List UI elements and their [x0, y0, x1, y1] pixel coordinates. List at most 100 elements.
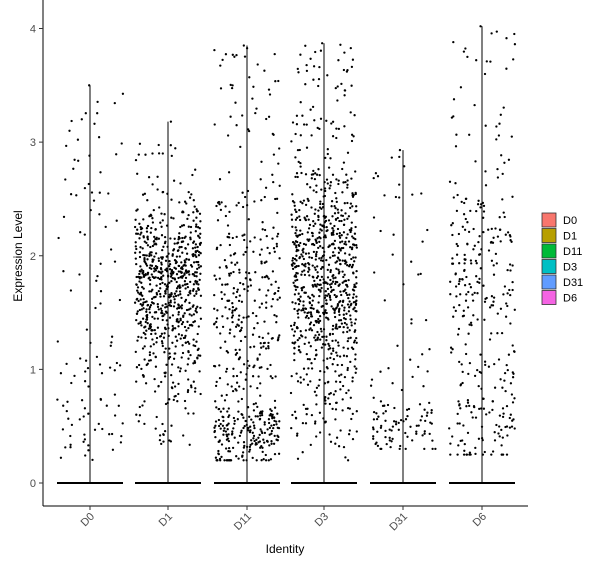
data-point: [95, 279, 98, 282]
data-point: [162, 245, 165, 248]
data-point: [258, 418, 261, 421]
data-point: [463, 442, 466, 446]
data-point: [317, 84, 320, 88]
data-point: [196, 305, 199, 308]
data-point: [313, 357, 316, 361]
data-point: [293, 293, 297, 296]
data-point: [267, 345, 270, 348]
data-point: [350, 417, 353, 421]
data-point: [404, 447, 407, 451]
data-point: [299, 165, 302, 168]
data-point: [113, 393, 117, 396]
data-point: [344, 212, 347, 215]
data-point: [331, 363, 334, 366]
data-point: [318, 431, 322, 434]
data-point: [456, 193, 459, 197]
data-point: [328, 332, 332, 336]
data-point: [235, 374, 239, 378]
data-point: [171, 341, 174, 344]
data-point: [313, 243, 316, 247]
data-point: [346, 179, 349, 182]
data-point: [355, 269, 358, 273]
data-point: [142, 297, 145, 301]
data-point: [305, 373, 308, 376]
data-point: [334, 327, 337, 330]
data-point: [417, 424, 420, 427]
data-point: [295, 123, 299, 126]
data-point: [134, 251, 137, 254]
data-point: [344, 456, 347, 459]
data-point: [317, 168, 320, 171]
data-point: [219, 346, 222, 349]
data-point: [294, 417, 298, 420]
data-point: [160, 212, 163, 215]
data-point: [303, 311, 306, 314]
data-point: [255, 107, 258, 110]
data-point: [173, 385, 177, 388]
data-point: [513, 308, 516, 311]
data-point: [168, 281, 171, 284]
data-point: [247, 128, 250, 131]
data-point: [293, 307, 296, 311]
data-point: [150, 226, 153, 230]
data-point: [252, 409, 256, 412]
data-point: [234, 353, 238, 356]
data-point: [94, 306, 97, 310]
data-point: [304, 265, 307, 268]
data-point: [477, 384, 480, 388]
data-point: [309, 321, 313, 324]
data-point: [232, 427, 235, 430]
data-point: [137, 420, 140, 423]
data-point: [194, 251, 197, 254]
data-point: [70, 119, 73, 123]
data-point: [336, 216, 339, 220]
data-point: [115, 153, 118, 156]
data-point: [187, 326, 190, 330]
data-point: [135, 275, 138, 279]
data-point: [308, 223, 312, 227]
data-point: [222, 415, 225, 419]
data-point: [228, 414, 231, 417]
data-point: [449, 442, 452, 445]
data-point: [87, 449, 90, 452]
data-point: [345, 70, 349, 73]
x-tick-label: D0: [79, 511, 97, 529]
data-point: [309, 108, 312, 111]
data-point: [337, 310, 341, 313]
data-point: [86, 366, 90, 370]
data-point: [475, 59, 478, 62]
data-point: [319, 237, 322, 240]
data-point: [304, 83, 307, 86]
data-point: [461, 277, 464, 281]
data-point: [347, 433, 351, 436]
data-point: [454, 285, 458, 288]
data-point: [302, 304, 305, 307]
data-point: [188, 342, 191, 345]
data-point: [463, 253, 466, 257]
data-point: [482, 210, 486, 213]
data-point: [143, 258, 146, 261]
data-point: [296, 338, 299, 342]
data-point: [312, 189, 315, 192]
data-point: [325, 258, 328, 262]
data-point: [137, 335, 140, 339]
data-point: [462, 424, 465, 427]
data-point: [298, 148, 301, 152]
data-point: [499, 307, 503, 310]
data-point: [329, 440, 333, 443]
data-point: [271, 270, 275, 273]
data-point: [309, 345, 312, 348]
data-point: [308, 358, 311, 361]
data-point: [194, 254, 197, 257]
data-point: [312, 295, 315, 298]
data-point: [490, 295, 494, 298]
data-point: [333, 205, 336, 208]
data-point: [225, 393, 228, 397]
data-point: [499, 240, 502, 243]
data-point: [219, 332, 222, 335]
data-point: [331, 275, 334, 278]
data-point: [290, 213, 293, 216]
data-point: [299, 300, 302, 303]
data-point: [317, 301, 320, 304]
data-point: [354, 353, 357, 356]
